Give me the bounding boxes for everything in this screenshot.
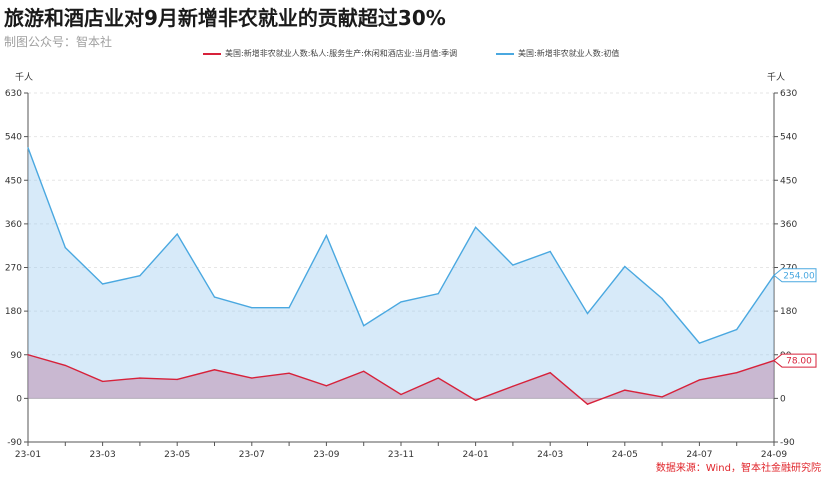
point-leisure xyxy=(176,378,178,381)
y-tick-label-left: -90 xyxy=(7,438,22,448)
x-tick-label: 24-07 xyxy=(686,450,712,460)
point-total xyxy=(102,283,104,285)
y-tick-label-left: 90 xyxy=(11,351,23,361)
point-leisure xyxy=(624,389,626,391)
end-label-box-leisure xyxy=(773,353,817,368)
y-unit-left: 千人 xyxy=(15,72,33,83)
point-leisure xyxy=(27,354,29,356)
y-tick-label-right: 0 xyxy=(780,394,786,404)
legend-label-leisure: 美国:新增非农就业人数:私人:服务生产:休闲和酒店业:当月值:季调 xyxy=(225,49,458,58)
y-tick-label-left: 270 xyxy=(5,264,22,274)
y-tick-label-left: 540 xyxy=(5,133,22,143)
legend-swatch-total xyxy=(496,52,514,55)
point-leisure xyxy=(400,393,402,396)
area-leisure xyxy=(28,354,774,405)
legend-swatch-leisure xyxy=(203,52,221,55)
y-tick-label-right: 450 xyxy=(780,176,797,186)
y-tick-label-right: 630 xyxy=(780,89,797,99)
x-tick-label: 24-05 xyxy=(612,450,638,460)
x-tick-label: 24-09 xyxy=(761,450,787,460)
point-leisure xyxy=(698,379,701,381)
point-leisure xyxy=(213,369,216,371)
point-leisure xyxy=(475,399,477,401)
point-leisure xyxy=(288,372,290,374)
point-leisure xyxy=(102,380,104,383)
point-leisure xyxy=(661,396,663,398)
point-total xyxy=(325,234,327,237)
point-total xyxy=(549,250,551,253)
point-total xyxy=(176,233,178,235)
y-tick-label-right: 540 xyxy=(780,133,797,143)
y-tick-label-left: 630 xyxy=(5,89,22,99)
point-leisure xyxy=(512,385,514,387)
x-tick-label: 23-05 xyxy=(164,450,190,460)
x-tick-label: 23-01 xyxy=(15,450,41,460)
point-total xyxy=(512,264,514,266)
point-leisure xyxy=(363,370,365,372)
legend-item-leisure[interactable]: 美国:新增非农就业人数:私人:服务生产:休闲和酒店业:当月值:季调 xyxy=(203,48,457,59)
data-source: 数据来源：Wind，智本社金融研究院 xyxy=(655,463,821,474)
point-leisure xyxy=(64,364,66,367)
x-tick-label: 23-07 xyxy=(239,450,265,460)
point-total xyxy=(288,307,290,309)
y-unit-right: 千人 xyxy=(767,72,785,83)
x-tick-label: 23-09 xyxy=(313,450,339,460)
point-total xyxy=(624,265,626,268)
point-total xyxy=(64,247,66,249)
chart-title: 旅游和酒店业对9月新增非农就业的贡献超过30% xyxy=(4,6,446,30)
legend-item-total[interactable]: 美国:新增非农就业人数:初值 xyxy=(496,48,619,59)
point-leisure xyxy=(139,377,141,379)
y-tick-label-left: 450 xyxy=(5,176,22,186)
point-total xyxy=(400,301,402,303)
point-total xyxy=(437,293,439,295)
point-leisure xyxy=(325,385,327,387)
point-total xyxy=(213,296,216,298)
end-label-leisure: 78.00 xyxy=(786,357,812,367)
legend-label-total: 美国:新增非农就业人数:初值 xyxy=(518,49,620,58)
x-tick-label: 23-11 xyxy=(388,450,414,460)
point-total xyxy=(736,328,738,331)
y-tick-label-right: 360 xyxy=(780,220,797,230)
point-total xyxy=(661,297,663,300)
point-total xyxy=(698,342,701,344)
point-leisure xyxy=(437,377,439,379)
point-total xyxy=(27,147,29,149)
y-tick-label-left: 0 xyxy=(16,394,22,404)
point-leisure xyxy=(549,372,551,374)
y-tick-label-left: 360 xyxy=(5,220,22,230)
point-leisure xyxy=(736,372,738,374)
point-leisure xyxy=(251,377,253,379)
y-tick-label-left: 180 xyxy=(5,307,22,317)
point-leisure xyxy=(586,403,589,405)
x-tick-label: 24-03 xyxy=(537,450,563,460)
point-total xyxy=(475,226,477,228)
point-total xyxy=(139,275,141,277)
point-total xyxy=(363,325,365,327)
legend: 美国:新增非农就业人数:私人:服务生产:休闲和酒店业:当月值:季调 美国:新增非… xyxy=(0,48,829,64)
point-total xyxy=(251,307,253,309)
end-label-box-total xyxy=(773,268,817,283)
chart-subtitle: 制图公众号：智本社 xyxy=(4,35,113,49)
x-tick-label: 24-01 xyxy=(463,450,489,460)
area-total xyxy=(28,147,774,399)
y-tick-label-right: -90 xyxy=(780,438,795,448)
y-tick-label-right: 180 xyxy=(780,307,797,317)
end-label-total: 254.00 xyxy=(783,271,815,281)
point-total xyxy=(586,312,589,315)
x-tick-label: 23-03 xyxy=(90,450,116,460)
